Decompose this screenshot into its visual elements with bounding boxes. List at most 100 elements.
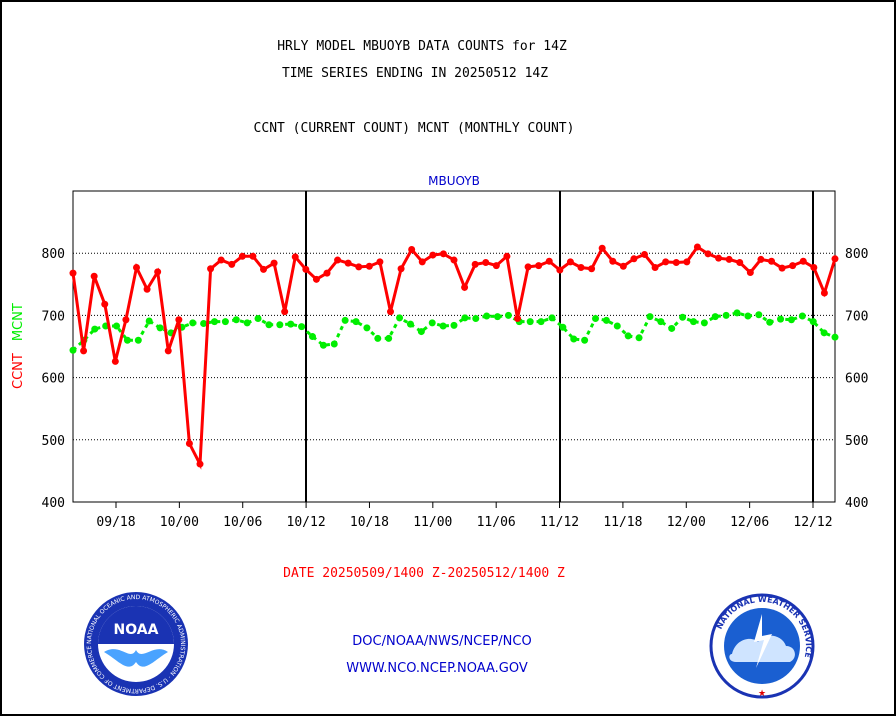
data-point-mcnt	[287, 320, 295, 328]
data-point-mcnt	[559, 323, 567, 331]
data-point-mcnt	[613, 322, 621, 330]
data-point-mcnt	[113, 322, 121, 330]
data-point-mcnt	[428, 319, 436, 327]
data-point-ccnt	[355, 263, 363, 271]
data-point-mcnt	[254, 315, 262, 323]
data-point-ccnt	[217, 256, 225, 264]
data-point-ccnt	[471, 260, 479, 268]
data-point-ccnt	[429, 251, 437, 259]
y-tick-label-left: 500	[42, 434, 65, 449]
data-point-ccnt	[397, 265, 405, 273]
x-tick-label: 10/06	[223, 515, 262, 530]
y-tick-label-right: 400	[845, 496, 868, 511]
data-point-mcnt	[417, 328, 425, 336]
data-point-ccnt	[482, 259, 490, 267]
data-point-mcnt	[592, 315, 600, 323]
data-point-ccnt	[101, 300, 109, 308]
data-point-mcnt	[722, 311, 730, 319]
data-point-ccnt	[408, 245, 416, 253]
data-point-ccnt	[588, 265, 596, 273]
data-point-mcnt	[831, 333, 839, 341]
data-point-mcnt	[766, 318, 774, 326]
data-point-mcnt	[406, 320, 414, 328]
data-point-mcnt	[243, 319, 251, 327]
data-point-ccnt	[757, 255, 765, 263]
x-tick-label: 10/18	[350, 515, 389, 530]
data-point-mcnt	[744, 312, 752, 320]
data-point-ccnt	[69, 269, 77, 277]
data-point-ccnt	[736, 259, 744, 267]
data-point-mcnt	[526, 318, 534, 326]
data-point-mcnt	[820, 329, 828, 337]
data-point-mcnt	[319, 341, 327, 349]
data-point-mcnt	[156, 324, 164, 332]
data-point-ccnt	[831, 255, 839, 263]
series-line-ccnt	[71, 244, 837, 470]
data-point-mcnt	[787, 316, 795, 324]
data-point-ccnt	[439, 250, 447, 258]
data-point-mcnt	[733, 309, 741, 317]
data-point-mcnt	[570, 335, 578, 343]
noaa-logo: NOAA NATIONAL OCEANIC AND ATMOSPHERIC AD…	[84, 592, 188, 696]
data-point-ccnt	[683, 258, 691, 266]
y-tick-label-right: 700	[845, 309, 868, 324]
y-axis-label: CCNT MCNT	[11, 303, 26, 389]
data-point-ccnt	[228, 260, 236, 268]
data-point-ccnt	[365, 262, 373, 270]
data-point-ccnt	[260, 265, 267, 273]
x-tick-label: 12/06	[730, 515, 769, 530]
x-tick-label: 11/06	[477, 515, 516, 530]
time-series-chart: 400 400 500 500 600 600 700 700 800 800 09/18 10/00…	[11, 174, 868, 530]
x-tick-label: 10/00	[160, 515, 199, 530]
x-tick-label: 11/00	[413, 515, 452, 530]
y-tick-label-right: 500	[845, 434, 868, 449]
data-point-mcnt	[700, 319, 708, 327]
y-tick-label-left: 600	[42, 372, 65, 387]
data-point-ccnt	[376, 258, 384, 266]
data-point-mcnt	[581, 336, 589, 344]
data-point-mcnt	[265, 321, 273, 329]
y-tick-label-right: 800	[845, 247, 868, 262]
data-point-ccnt	[111, 357, 119, 365]
data-point-ccnt	[598, 244, 606, 252]
data-point-mcnt	[809, 318, 817, 326]
x-tick-label: 11/18	[603, 515, 642, 530]
data-point-mcnt	[537, 318, 545, 326]
y-axis-label-ccnt: CCNT	[11, 353, 26, 389]
data-point-ccnt	[344, 259, 352, 267]
data-point-ccnt	[461, 283, 469, 291]
data-point-ccnt	[778, 264, 786, 272]
url-link[interactable]: WWW.NCO.NCEP.NOAA.GOV	[346, 661, 528, 676]
data-point-mcnt	[385, 334, 393, 342]
data-point-ccnt	[619, 262, 627, 270]
data-point-ccnt	[281, 308, 289, 316]
data-point-ccnt	[820, 289, 828, 297]
data-point-ccnt	[704, 250, 712, 258]
data-point-mcnt	[374, 334, 382, 342]
data-point-mcnt	[145, 317, 153, 325]
subtitle: CCNT (CURRENT COUNT) MCNT (MONTHLY COUNT…	[253, 121, 575, 136]
data-point-ccnt	[90, 272, 98, 280]
data-point-ccnt	[789, 262, 797, 270]
data-point-ccnt	[556, 266, 564, 274]
data-point-ccnt	[662, 258, 670, 266]
x-tick-label: 09/18	[96, 515, 135, 530]
data-point-mcnt	[298, 323, 306, 331]
x-tick-label: 12/00	[667, 515, 706, 530]
data-point-ccnt	[249, 252, 257, 260]
data-point-ccnt	[334, 256, 342, 264]
data-point-mcnt	[221, 318, 229, 326]
data-point-ccnt	[238, 252, 246, 260]
x-tick-label: 12/12	[793, 515, 832, 530]
data-point-ccnt	[270, 259, 278, 267]
data-point-ccnt	[291, 253, 299, 261]
data-point-mcnt	[200, 319, 208, 327]
noaa-logo-text: NOAA	[114, 622, 159, 638]
data-point-ccnt	[503, 252, 511, 260]
data-point-mcnt	[450, 321, 458, 329]
date-range-label: DATE 20250509/1400 Z-20250512/1400 Z	[283, 566, 565, 581]
data-point-ccnt	[450, 256, 458, 264]
data-point-ccnt	[577, 264, 585, 272]
y-tick-label-right: 600	[845, 372, 868, 387]
data-point-ccnt	[302, 265, 310, 273]
